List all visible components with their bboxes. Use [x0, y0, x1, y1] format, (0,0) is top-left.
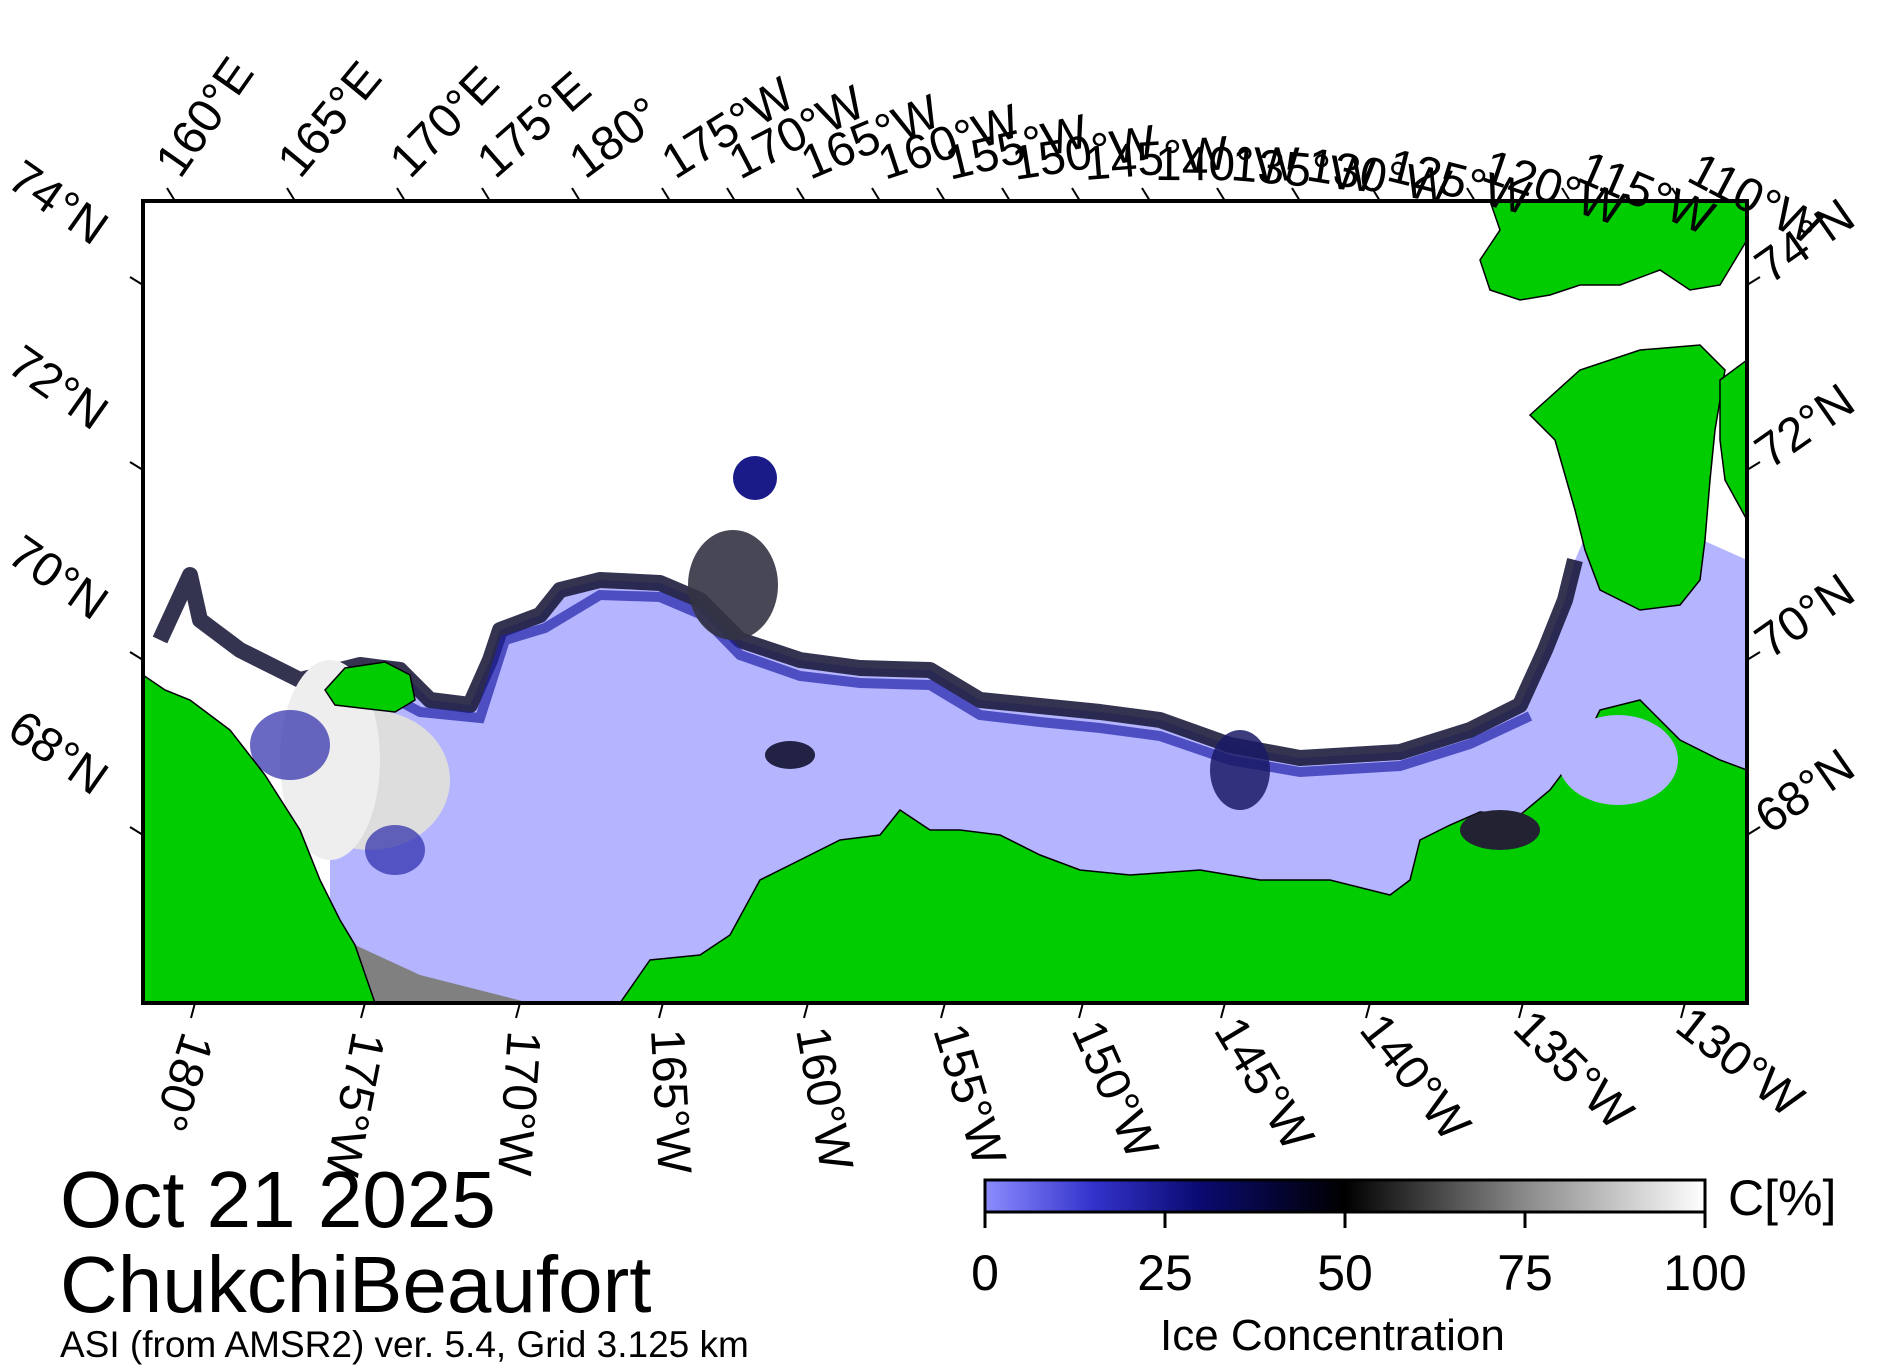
top-tick-mark	[286, 187, 296, 202]
top-tick-mark	[1141, 187, 1151, 202]
top-tick-mark	[1001, 187, 1011, 202]
bottom-tick-mark	[803, 1002, 809, 1019]
colorbar-tick-label: 0	[971, 1245, 999, 1301]
right-latitude-ticks: 74°N72°N70°N68°N	[1746, 189, 1864, 844]
bottom-longitude-label: 145°W	[1204, 1008, 1324, 1160]
top-tick-mark	[1671, 187, 1681, 202]
bottom-longitude-label: 160°W	[785, 1023, 862, 1175]
bottom-longitude-label: 130°W	[1666, 997, 1813, 1128]
top-longitude-label: 160°E	[146, 48, 265, 186]
ice-patch	[733, 456, 777, 500]
map-area	[143, 201, 1747, 1003]
land-arctic-islands	[1479, 201, 1747, 301]
top-tick-mark	[1561, 187, 1571, 202]
land-wrangel-island	[324, 661, 416, 713]
right-tick-mark	[1746, 826, 1761, 836]
top-tick-mark	[796, 187, 806, 202]
open-water	[330, 515, 1747, 1003]
colorbar-tick-label: 100	[1663, 1245, 1746, 1301]
land-siberia	[143, 674, 376, 1003]
top-tick-mark	[481, 187, 491, 202]
top-tick-mark	[1466, 187, 1476, 202]
region-name: ChukchiBeaufort	[60, 1240, 652, 1329]
bottom-tick-mark	[515, 1002, 521, 1019]
data-source: ASI (from AMSR2) ver. 5.4, Grid 3.125 km	[60, 1324, 749, 1365]
left-tick-mark	[129, 651, 144, 661]
no-data-area	[355, 945, 530, 1003]
bottom-tick-mark	[658, 1002, 664, 1019]
left-tick-mark	[129, 826, 144, 836]
bottom-tick-mark	[1220, 1002, 1226, 1019]
right-tick-mark	[1746, 276, 1761, 286]
top-tick-mark	[726, 187, 736, 202]
ice-patch	[1460, 810, 1540, 850]
bottom-longitude-label: 140°W	[1349, 1004, 1480, 1151]
land-alaska	[619, 699, 1747, 1003]
bottom-tick-mark	[1078, 1002, 1084, 1019]
top-tick-mark	[396, 187, 406, 202]
right-latitude-label: 68°N	[1746, 739, 1864, 844]
left-latitude-label: 74°N	[0, 151, 117, 256]
bottom-longitude-label: 155°W	[922, 1018, 1015, 1172]
left-latitude-label: 72°N	[0, 336, 117, 441]
left-tick-mark	[129, 276, 144, 286]
bottom-tick-mark	[1518, 1002, 1524, 1019]
top-tick-mark	[571, 187, 581, 202]
colorbar-ticks: 0 25 50 75 100	[971, 1212, 1747, 1301]
top-longitude-label: 140°W	[1155, 138, 1300, 192]
ice-patch	[765, 741, 815, 769]
colorbar-title: Ice Concentration	[1160, 1311, 1505, 1360]
top-tick-mark	[1291, 187, 1301, 202]
right-latitude-label: 70°N	[1746, 564, 1864, 669]
left-tick-mark	[129, 461, 144, 471]
bottom-tick-mark	[940, 1002, 946, 1019]
bottom-longitude-label: 170°W	[487, 1029, 550, 1178]
ice-patch	[365, 825, 425, 875]
ice-patch	[250, 710, 330, 780]
ice-patch	[280, 660, 380, 860]
map-date: Oct 21 2025	[60, 1155, 496, 1244]
right-tick-mark	[1746, 651, 1761, 661]
top-tick-mark	[1216, 187, 1226, 202]
colorbar	[983, 1178, 1707, 1214]
colorbar-tick-label: 50	[1317, 1245, 1373, 1301]
colorbar-tick-label: 25	[1137, 1245, 1193, 1301]
bottom-longitude-label: 165°W	[640, 1028, 701, 1176]
bottom-tick-mark	[360, 1002, 366, 1019]
top-longitude-label: 145°W	[1082, 127, 1231, 191]
bottom-tick-mark	[190, 1002, 196, 1019]
colorbar-tick-label: 75	[1497, 1245, 1553, 1301]
ice-patch	[688, 530, 778, 640]
land-banks-island	[1528, 344, 1726, 611]
top-tick-mark	[936, 187, 946, 202]
top-tick-mark	[871, 187, 881, 202]
bottom-tick-mark	[1680, 1002, 1686, 1019]
ice-patch	[1210, 730, 1270, 810]
bottom-longitude-label: 150°W	[1061, 1013, 1169, 1167]
bottom-longitude-label: 180°	[142, 1027, 223, 1138]
top-tick-mark	[166, 187, 176, 202]
ice-patch	[1558, 715, 1678, 805]
right-tick-mark	[1746, 461, 1761, 471]
colorbar-unit: C[%]	[1728, 1170, 1837, 1226]
bottom-tick-mark	[1365, 1002, 1371, 1019]
left-latitude-label: 68°N	[0, 701, 117, 806]
bottom-longitude-label: 135°W	[1503, 1000, 1643, 1140]
right-latitude-label: 72°N	[1746, 374, 1864, 479]
left-latitude-ticks: 74°N 72°N 70°N 68°N	[0, 151, 144, 836]
land-victoria-island	[1719, 359, 1747, 521]
top-tick-mark	[1371, 187, 1381, 202]
top-tick-mark	[1071, 187, 1081, 202]
bottom-longitude-ticks: 180° 175°W 170°W 165°W 160°W 155°W 150°W 145°W 1…	[142, 997, 1813, 1181]
top-longitude-label: 165°E	[268, 52, 393, 187]
top-tick-mark	[661, 187, 671, 202]
top-longitude-label: 135°W	[1229, 138, 1378, 203]
left-latitude-label: 70°N	[0, 526, 117, 631]
